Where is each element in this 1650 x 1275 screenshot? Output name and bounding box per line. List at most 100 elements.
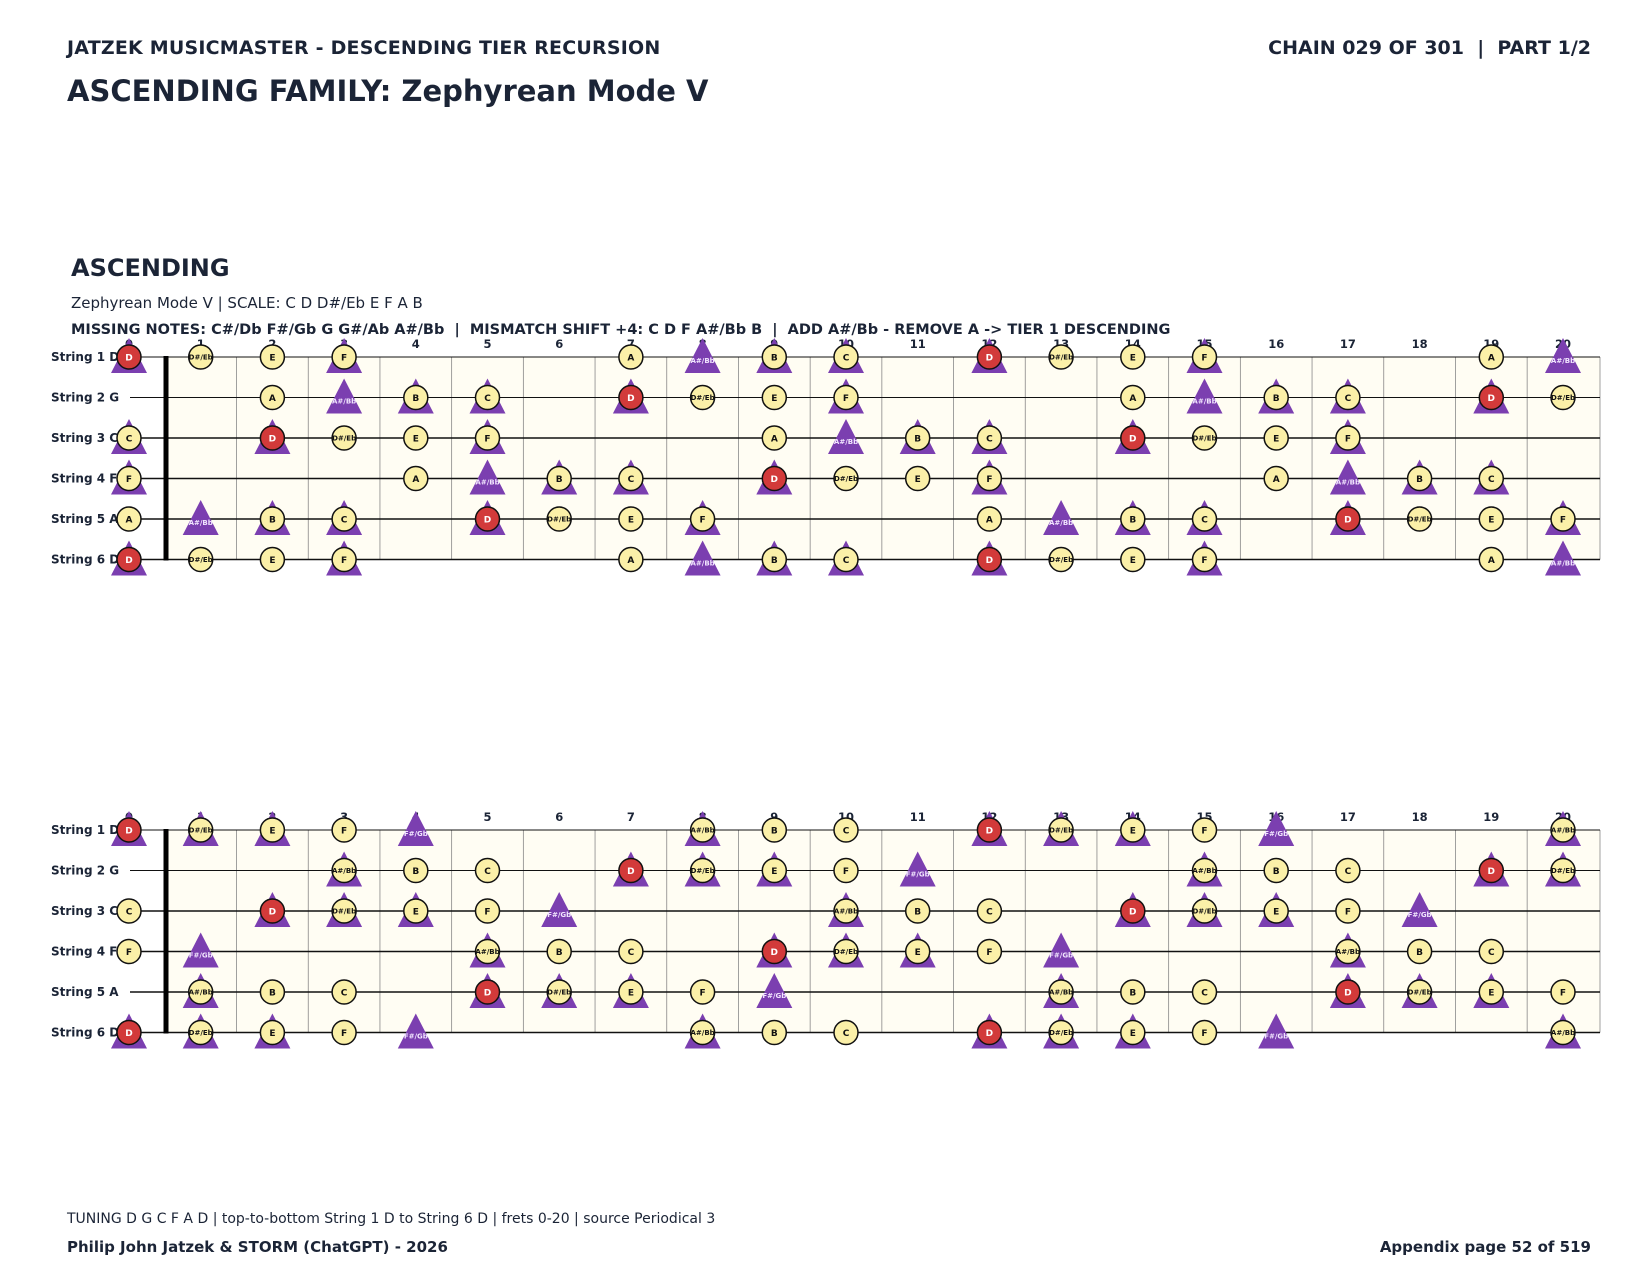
note-label: A#/Bb	[332, 867, 356, 875]
scale-note-marker	[976, 506, 1003, 532]
scale-note-marker	[1406, 506, 1433, 532]
scale-note-marker	[761, 546, 788, 573]
scale-note-marker	[116, 938, 142, 965]
scale-note-marker	[1263, 425, 1289, 451]
scale-note-marker	[331, 817, 357, 843]
note-label: D#/Eb	[189, 827, 213, 835]
scale-note-marker	[761, 1019, 788, 1046]
note-label: B	[269, 989, 276, 999]
scale-note-marker	[259, 1019, 286, 1046]
note-label: C	[341, 989, 348, 999]
note-label: F	[1345, 435, 1351, 445]
note-label: F	[986, 475, 992, 485]
scale-note-marker	[403, 898, 429, 924]
page-number: Appendix page 52 of 519	[1379, 1238, 1591, 1256]
note-label: F#/Gb	[404, 1033, 428, 1041]
root-note-marker	[1120, 425, 1146, 451]
header-title: JATZEK MUSICMASTER - DESCENDING TIER REC…	[67, 37, 661, 59]
string-label: String 6 D	[51, 1026, 119, 1040]
string-label: String 4 F	[51, 945, 117, 959]
note-label: D#/Eb	[1192, 908, 1216, 916]
fret-number: 6	[555, 337, 563, 351]
string-label: String 6 D	[51, 553, 119, 567]
note-label: D	[771, 475, 778, 485]
note-label: F	[1201, 827, 1207, 837]
scale-note-marker	[1550, 384, 1576, 411]
scale-note-marker	[474, 857, 501, 884]
scale-note-marker	[116, 506, 142, 532]
scale-line: Zephyrean Mode V | SCALE: C D D#/Eb E F …	[71, 294, 423, 312]
fret-number: 11	[910, 337, 926, 351]
scale-note-marker	[689, 817, 716, 843]
scale-note-marker	[116, 425, 142, 451]
scale-note-marker	[187, 817, 214, 843]
note-label: F#/Gb	[906, 871, 930, 879]
note-label: C	[628, 948, 635, 958]
note-label: B	[771, 1029, 778, 1039]
triangle-marker	[684, 540, 721, 576]
scale-note-marker	[259, 506, 286, 532]
scale-note-marker	[1191, 344, 1218, 370]
note-label: D#/Eb	[189, 1029, 213, 1037]
note-label: E	[1273, 908, 1279, 918]
scale-note-marker	[1335, 898, 1361, 924]
scale-note-marker	[1478, 465, 1505, 492]
scale-note-marker	[474, 938, 501, 965]
note-label: C	[986, 908, 993, 918]
triangle-marker	[1186, 378, 1223, 414]
scale-note-marker	[689, 384, 716, 411]
string-label: String 2 G	[51, 391, 119, 405]
note-label: D	[771, 948, 778, 958]
note-label: D#/Eb	[1049, 556, 1073, 564]
root-note-marker	[1120, 898, 1146, 924]
fret-number: 9	[770, 810, 778, 824]
note-label: D#/Eb	[1408, 989, 1432, 997]
note-label: B	[1416, 475, 1423, 485]
string-label: String 1 D	[51, 823, 119, 837]
note-label: E	[628, 516, 634, 526]
note-label: D#/Eb	[332, 435, 356, 443]
note-label: A#/Bb	[691, 1029, 715, 1037]
string-label: String 1 D	[51, 350, 119, 364]
note-label: A	[1488, 354, 1495, 364]
note-label: F#/Gb	[1264, 830, 1288, 838]
scale-note-marker	[331, 979, 357, 1005]
note-label: A#/Bb	[1551, 560, 1575, 568]
scale-note-marker	[1550, 979, 1576, 1005]
note-label: C	[843, 556, 850, 566]
fret-number: 16	[1268, 337, 1284, 351]
note-label: A	[771, 435, 778, 445]
string-label: String 2 G	[51, 864, 119, 878]
note-label: A#/Bb	[1336, 479, 1360, 487]
scale-note-marker	[259, 384, 286, 411]
note-label: D#/Eb	[691, 867, 715, 875]
note-label: F	[700, 516, 706, 526]
fretboard-background	[166, 357, 1600, 560]
scale-note-marker	[833, 938, 859, 965]
scale-note-marker	[689, 506, 716, 532]
scale-note-marker	[403, 857, 429, 884]
triangle-marker	[1043, 500, 1080, 535]
note-label: D#/Eb	[1551, 867, 1575, 875]
scale-note-marker	[833, 1019, 859, 1046]
scale-note-marker	[331, 898, 357, 924]
scale-note-marker	[1335, 425, 1361, 451]
note-label: A#/Bb	[834, 908, 858, 916]
note-label: C	[628, 475, 635, 485]
scale-note-marker	[187, 546, 214, 573]
note-label: C	[126, 908, 133, 918]
note-label: A	[269, 394, 276, 404]
note-label: A	[627, 556, 634, 566]
tuning-footnote: TUNING D G C F A D | top-to-bottom Strin…	[67, 1211, 716, 1227]
note-label: F	[341, 827, 347, 837]
note-label: A	[627, 354, 634, 364]
triangle-marker	[684, 338, 721, 373]
scale-note-marker	[1335, 938, 1361, 965]
scale-note-marker	[1191, 425, 1218, 451]
note-label: F#/Gb	[1408, 911, 1432, 919]
scale-note-marker	[331, 344, 357, 370]
scale-note-marker	[259, 817, 286, 843]
note-label: A	[1273, 475, 1280, 485]
scale-note-marker	[904, 898, 931, 924]
triangle-marker	[756, 973, 793, 1008]
